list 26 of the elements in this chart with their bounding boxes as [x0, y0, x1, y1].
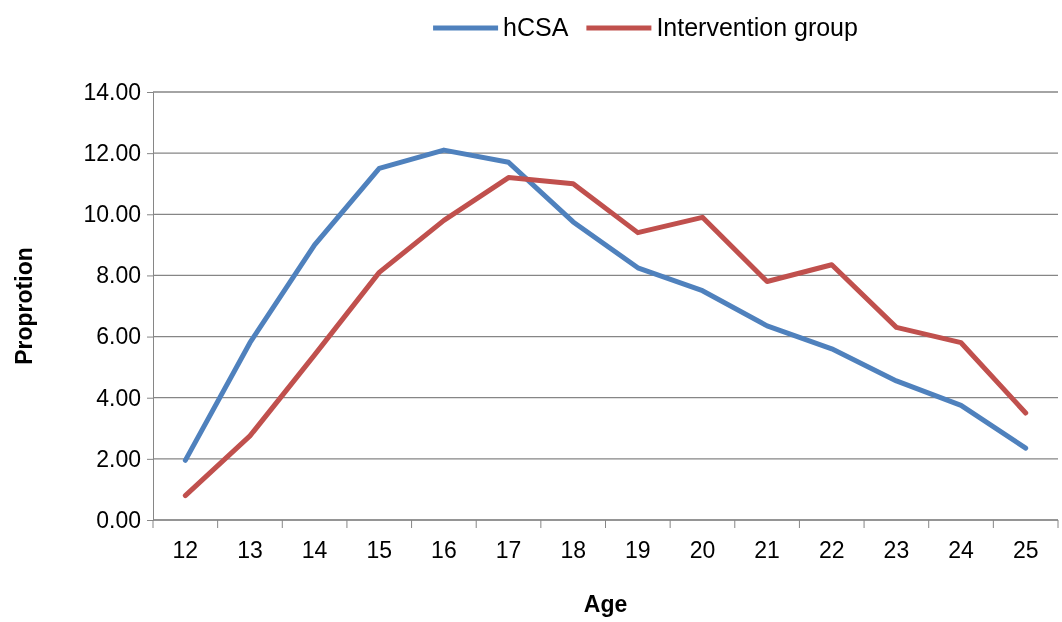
x-tick-label: 23	[883, 537, 910, 564]
y-tick-label: 2.00	[96, 445, 141, 472]
x-tick-label: 20	[689, 537, 716, 564]
x-tick-label: 12	[172, 537, 199, 564]
y-tick-label: 12.00	[83, 140, 141, 166]
x-tick-label: 24	[948, 537, 975, 564]
y-tick-label: 14.00	[83, 78, 141, 105]
x-tick-label: 21	[754, 537, 780, 564]
x-tick-label: 19	[625, 537, 651, 564]
x-axis-title: Age	[583, 591, 628, 617]
y-tick-label: 8.00	[96, 262, 141, 289]
x-tick-label: 16	[431, 537, 457, 564]
x-tick-label: 13	[237, 537, 263, 564]
y-tick-label: 4.00	[96, 384, 141, 411]
x-tick-label: 17	[495, 537, 522, 564]
y-axis-title: Proprotion	[11, 247, 37, 365]
x-tick-label: 25	[1012, 537, 1039, 564]
x-tick-label: 14	[301, 537, 328, 564]
y-tick-label: 10.00	[83, 201, 141, 228]
y-tick-label: 0.00	[96, 506, 141, 533]
legend-label: hCSA	[503, 13, 569, 41]
x-tick-label: 18	[560, 537, 586, 564]
x-tick-label: 22	[818, 537, 845, 564]
legend-label: Intervention group	[656, 13, 858, 41]
x-tick-label: 15	[366, 537, 393, 564]
y-tick-label: 6.00	[96, 323, 141, 350]
